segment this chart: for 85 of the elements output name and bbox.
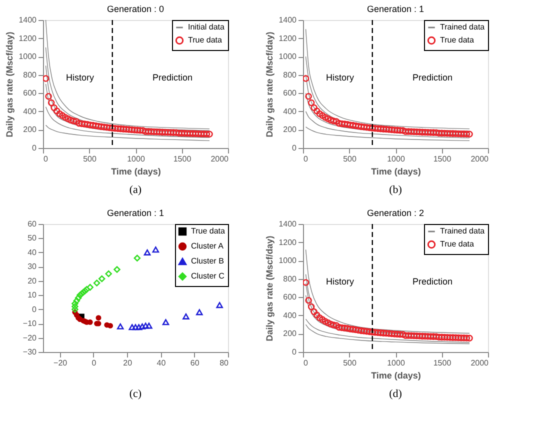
x-tick-label: 60 [190,358,200,368]
y-tick-label: −10 [22,319,38,328]
x-tick-label: 1500 [173,154,192,164]
x-tick-label: 1500 [433,154,452,164]
y-tick-label: 1200 [278,34,298,43]
x-tick-label: 500 [343,154,357,164]
legend-label: True data [440,36,474,44]
y-tick-label: 30 [28,262,38,272]
y-tick-label: 200 [283,125,298,134]
x-axis-title: Time (days) [371,166,421,176]
y-tick-label: 0 [32,304,38,314]
y-tick-label: 800 [283,274,298,284]
annotation: History [66,72,94,83]
x-tick-label: 2000 [470,154,490,164]
text: (d) [389,388,402,400]
y-tick-label: 200 [23,125,38,134]
y-tick-label: 0 [292,144,298,152]
y-axis-title: Daily gas rate (Mscf/day) [264,236,275,342]
x-tick-label: 0 [304,358,308,368]
annotation: Prediction [152,72,193,83]
y-tick-label: 200 [283,329,298,338]
y-tick-label: 400 [283,106,298,116]
x-tick-label: 20 [123,358,133,368]
y-tick-label: 1000 [18,52,38,62]
x-tick-label: 0 [92,358,97,368]
annotation: History [326,276,354,287]
x-tick-label: 2000 [210,154,230,164]
x-axis-title: Time (days) [111,166,161,176]
annotation: Prediction [412,72,453,83]
x-tick-label: 0 [304,154,308,164]
legend-label: Cluster B [191,256,224,266]
chart-title: Generation : 1 [106,208,164,218]
text: (a) [129,184,142,196]
x-tick-label: 40 [156,358,166,368]
y-tick-label: 1200 [278,238,298,247]
y-tick-label: 400 [283,310,298,320]
legend-label: True data [191,226,226,236]
legend-label: Trained data [440,22,486,32]
y-tick-label: 1000 [278,52,298,62]
legend-label: Cluster A [191,242,224,250]
y-tick-label: 800 [283,70,298,80]
legend-label: True data [440,240,474,248]
x-tick-label: 500 [343,358,357,368]
annotation: History [326,72,354,83]
y-tick-label: −20 [22,333,38,342]
text: (b) [389,184,402,196]
y-tick-label: 40 [28,248,38,257]
y-tick-label: 0 [292,348,298,356]
legend-label: Trained data [440,226,486,236]
chart-title: Generation : 1 [366,4,424,14]
chart-title: Generation : 2 [366,208,424,218]
chart-title: Generation : 0 [106,4,164,14]
y-axis-title: Daily gas rate (Mscf/day) [264,32,275,138]
y-tick-label: 600 [283,292,298,302]
x-tick-label: 1000 [387,154,406,164]
x-axis-title: Time (days) [371,370,421,380]
y-tick-label: 1000 [278,256,298,266]
y-tick-label: 600 [23,88,38,98]
y-tick-label: 20 [28,276,38,286]
y-tick-label: 10 [28,290,38,300]
legend-label: Cluster C [191,272,225,280]
y-tick-label: 1400 [278,220,298,228]
y-tick-label: 0 [32,144,38,152]
x-tick-label: 2000 [470,358,490,368]
y-tick-label: −30 [22,348,38,356]
y-tick-label: 1200 [18,34,38,43]
y-tick-label: 600 [283,88,298,98]
x-tick-label: 1500 [433,358,452,368]
annotation: Prediction [412,276,453,287]
y-tick-label: 1400 [18,16,38,24]
y-tick-label: 800 [23,70,38,80]
x-tick-label: 1000 [387,358,406,368]
legend-label: Initial data [188,22,226,32]
y-tick-label: 50 [28,234,38,243]
y-axis-title: Daily gas rate (Mscf/day) [4,32,15,138]
y-tick-label: 1400 [278,16,298,24]
text: (c) [129,388,142,400]
y-tick-label: 400 [23,106,38,116]
x-tick-label: 80 [220,358,230,368]
x-tick-label: 1000 [127,154,146,164]
y-tick-label: 60 [28,220,38,228]
x-tick-label: 0 [44,154,48,164]
x-tick-label: −20 [54,358,68,368]
legend-label: True data [188,36,222,44]
x-tick-label: 500 [83,154,97,164]
